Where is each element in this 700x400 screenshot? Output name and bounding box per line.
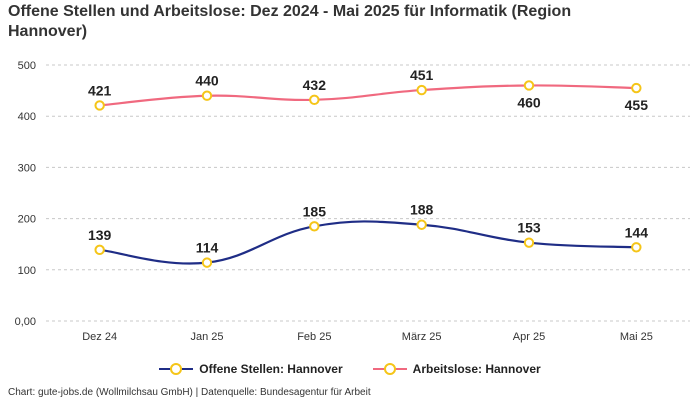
y-tick-label: 300 bbox=[18, 162, 36, 174]
legend-item-offene-stellen[interactable]: Offene Stellen: Hannover bbox=[159, 362, 343, 376]
series-lines bbox=[99, 84, 637, 265]
y-axis-ticks: 0,00 100 200 300 400 500 bbox=[15, 60, 36, 328]
data-label: 455 bbox=[625, 97, 649, 113]
data-label: 440 bbox=[195, 73, 219, 89]
data-labels: 139 114 185 188 153 144 421 440 432 451 460 455 bbox=[88, 67, 648, 256]
y-tick-label: 200 bbox=[18, 214, 36, 226]
legend-label: Arbeitslose: Hannover bbox=[412, 362, 541, 376]
series-line-0 bbox=[99, 220, 637, 265]
data-label: 153 bbox=[517, 220, 541, 236]
legend: Offene Stellen: Hannover Arbeitslose: Ha… bbox=[0, 362, 700, 376]
x-tick-label: Jan 25 bbox=[190, 331, 223, 343]
data-point[interactable] bbox=[631, 82, 642, 94]
x-tick-label: Dez 24 bbox=[82, 331, 117, 343]
data-label: 188 bbox=[410, 202, 434, 218]
y-tick-label: 500 bbox=[18, 60, 36, 72]
data-point[interactable] bbox=[309, 94, 320, 106]
data-label: 114 bbox=[196, 240, 219, 256]
y-tick-label: 100 bbox=[18, 265, 36, 277]
y-tick-label: 0,00 bbox=[15, 316, 36, 328]
series-markers bbox=[94, 80, 642, 268]
legend-item-arbeitslose[interactable]: Arbeitslose: Hannover bbox=[372, 362, 541, 376]
x-tick-label: Mai 25 bbox=[620, 331, 653, 343]
data-point[interactable] bbox=[416, 219, 427, 230]
x-axis-ticks: Dez 24 Jan 25 Feb 25 März 25 Apr 25 Mai 25 bbox=[82, 331, 653, 343]
data-label: 139 bbox=[88, 227, 112, 243]
data-point[interactable] bbox=[94, 100, 105, 111]
data-point[interactable] bbox=[94, 244, 105, 256]
data-point[interactable] bbox=[523, 80, 535, 91]
legend-swatch-icon bbox=[372, 362, 407, 376]
data-label: 451 bbox=[410, 67, 434, 83]
data-point[interactable] bbox=[631, 242, 642, 253]
grid-lines bbox=[46, 64, 690, 322]
data-point[interactable] bbox=[416, 84, 427, 96]
source-note: Chart: gute-jobs.de (Wollmilchsau GmbH) … bbox=[8, 387, 371, 398]
legend-swatch-icon bbox=[159, 362, 194, 376]
data-point[interactable] bbox=[201, 257, 213, 268]
data-point[interactable] bbox=[523, 237, 535, 248]
x-tick-label: Feb 25 bbox=[297, 331, 331, 343]
data-label: 144 bbox=[625, 224, 649, 240]
chart-plot: 0,00 100 200 300 400 500 Dez 24 Jan 25 Feb 25 Mä… bbox=[15, 60, 690, 343]
chart-title: Offene Stellen und Arbeitslose: Dez 2024… bbox=[8, 3, 572, 40]
data-label: 460 bbox=[517, 94, 541, 110]
data-label: 432 bbox=[303, 77, 327, 93]
series-line-1 bbox=[99, 84, 637, 107]
data-label: 421 bbox=[88, 82, 112, 98]
x-tick-label: März 25 bbox=[402, 331, 442, 343]
data-point[interactable] bbox=[201, 90, 213, 101]
x-tick-label: Apr 25 bbox=[513, 331, 545, 343]
data-point[interactable] bbox=[309, 221, 320, 232]
legend-label: Offene Stellen: Hannover bbox=[199, 362, 343, 376]
y-tick-label: 400 bbox=[18, 111, 36, 123]
data-label: 185 bbox=[303, 203, 327, 219]
